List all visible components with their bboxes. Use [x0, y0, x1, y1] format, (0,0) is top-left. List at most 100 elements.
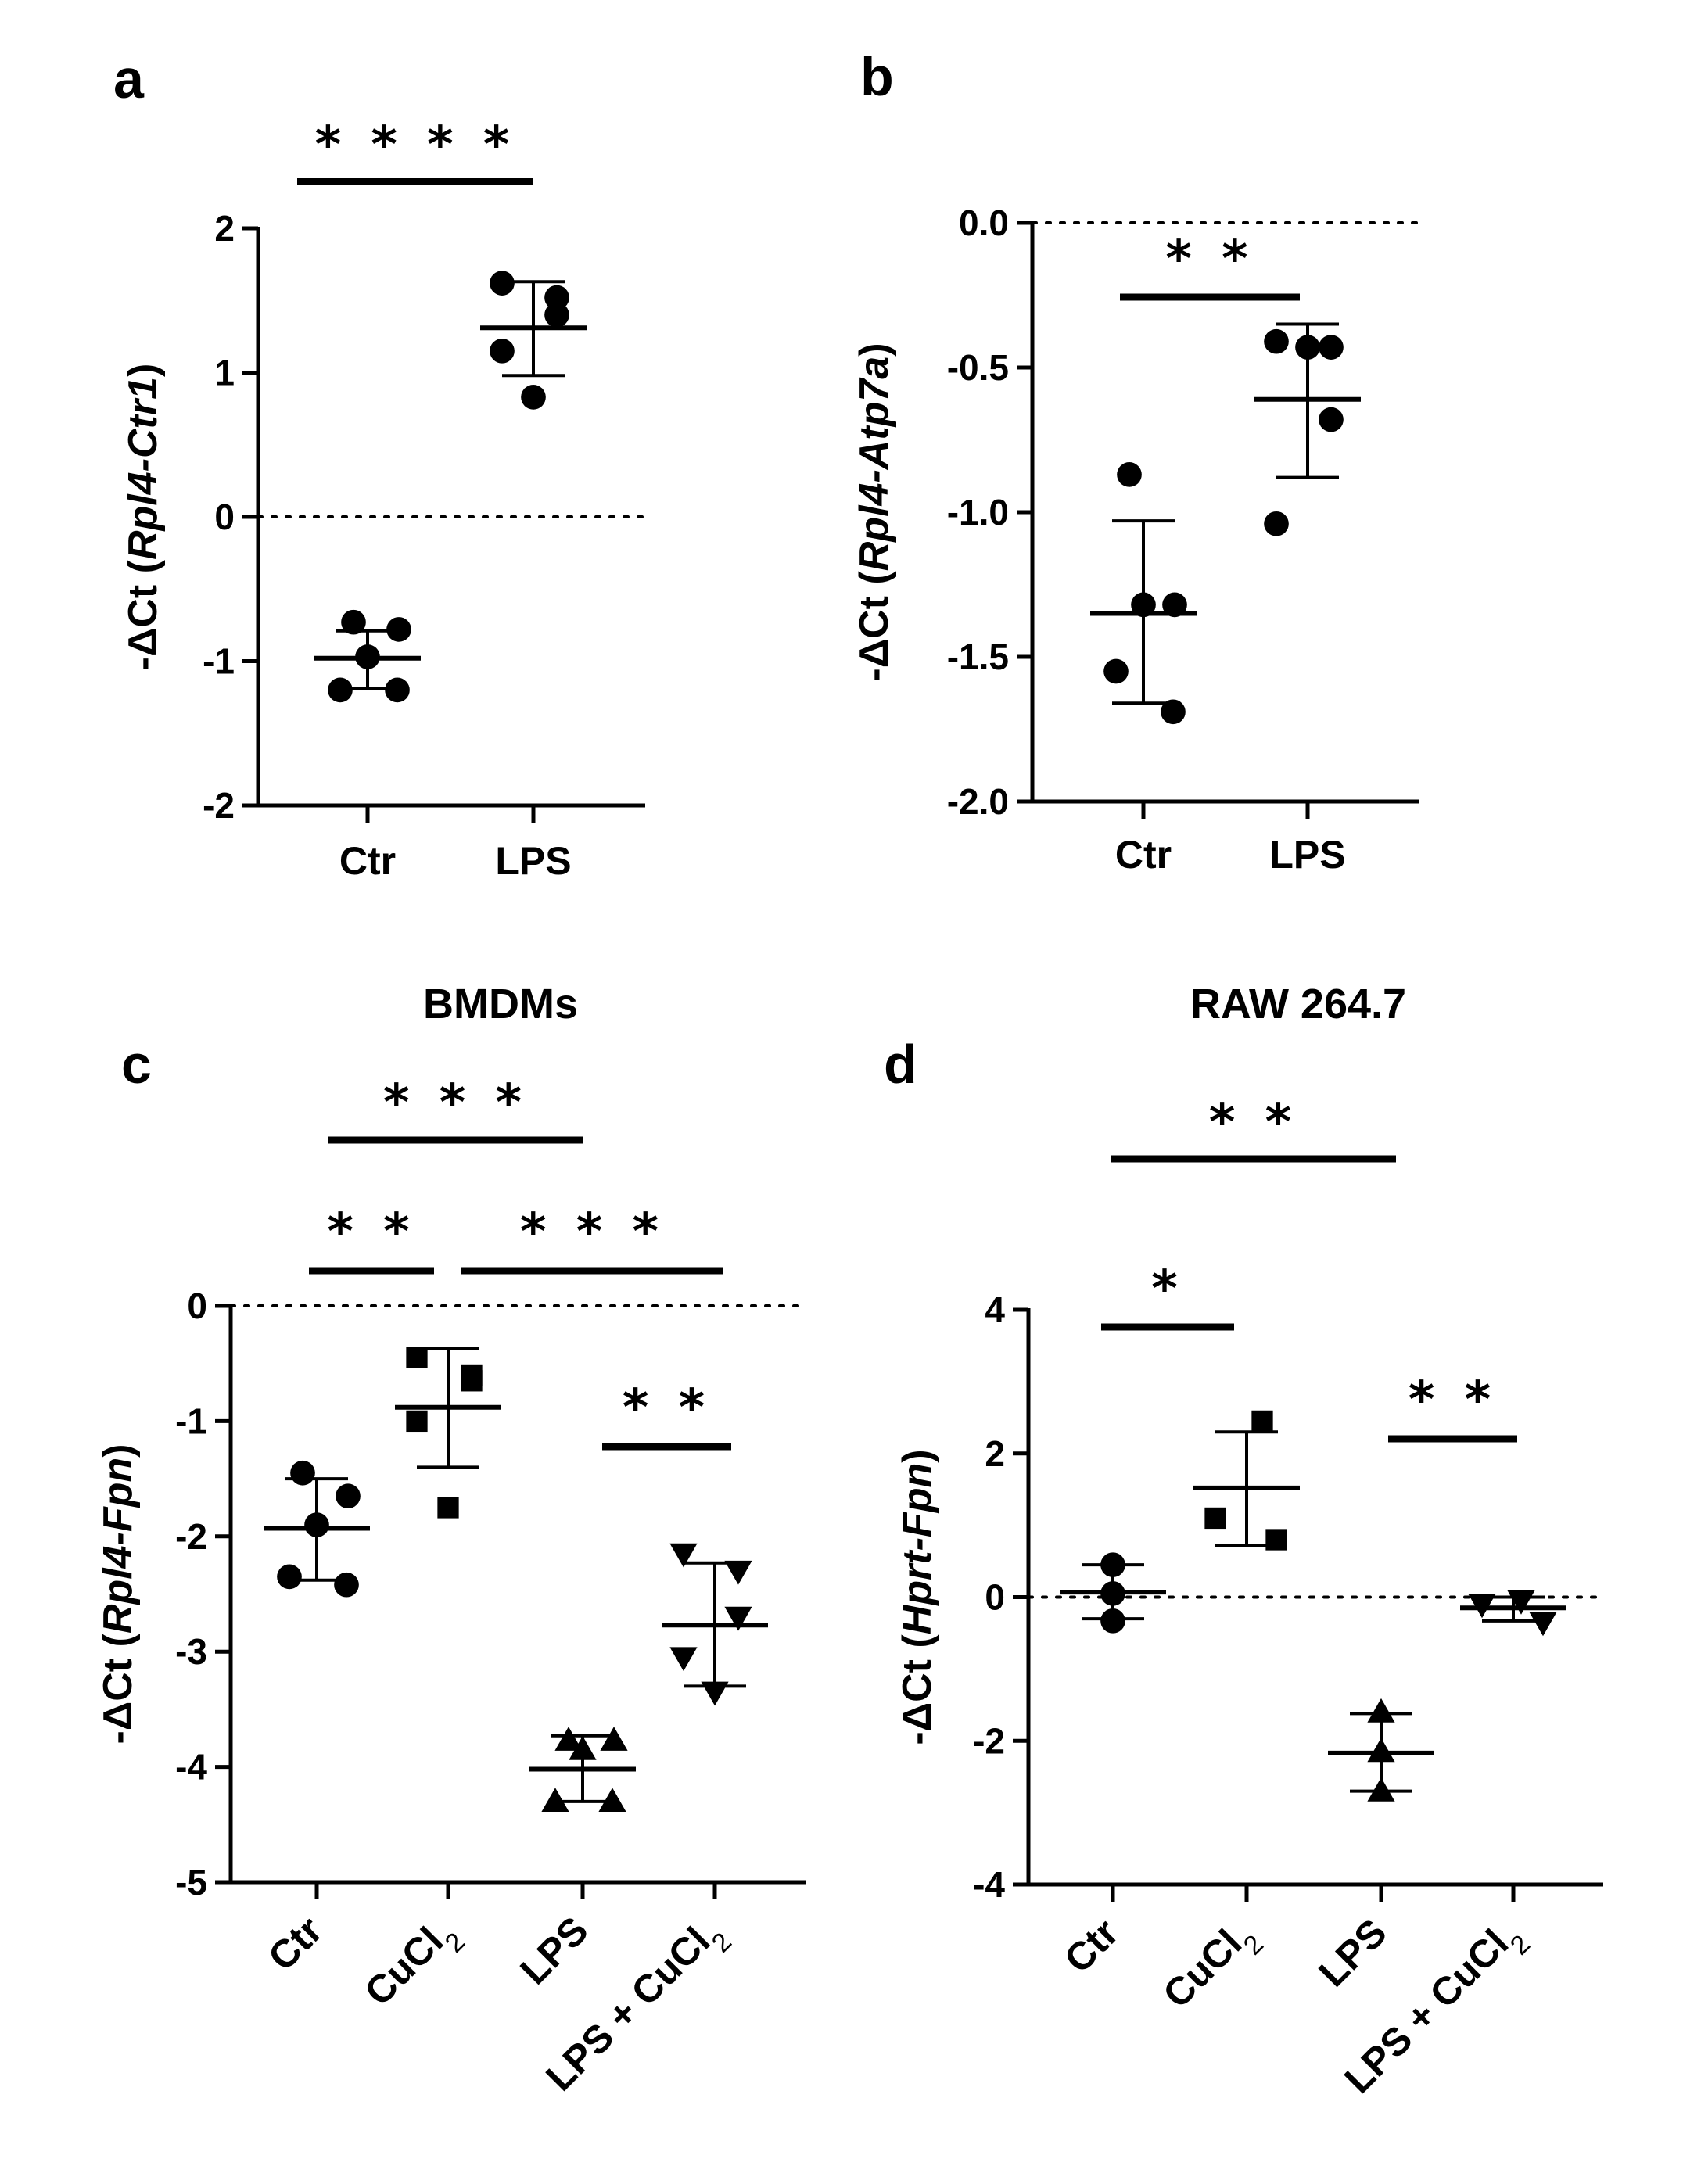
- y-tick-label: -2: [175, 1516, 207, 1557]
- data-point: [554, 1727, 583, 1751]
- group-LPS: [529, 1727, 636, 1813]
- data-point: [1264, 511, 1289, 536]
- y-tick-label: 0: [187, 1286, 207, 1326]
- y-tick-label: -1: [175, 1400, 207, 1441]
- data-point: [406, 1410, 428, 1433]
- x-category-label: LPS: [511, 1908, 596, 1992]
- x-category-label: LPS: [495, 839, 571, 883]
- x-category-label-text: Ctr: [1056, 1910, 1127, 1981]
- data-point: [406, 1347, 428, 1368]
- data-point: [334, 1572, 359, 1598]
- data-point: [437, 1497, 459, 1519]
- x-category-label-text: CuCl: [356, 1919, 451, 2014]
- data-point: [304, 1512, 329, 1537]
- data-point: [544, 302, 569, 328]
- group-Ctr: [1060, 1552, 1166, 1634]
- data-point: [1367, 1698, 1395, 1723]
- y-axis-label-prefix: -ΔCt (: [852, 571, 897, 682]
- data-point: [669, 1647, 698, 1672]
- panel-label: d: [884, 1034, 917, 1095]
- y-tick-label: 4: [985, 1289, 1005, 1330]
- y-tick-label: 0: [214, 497, 235, 537]
- x-category-label: Ctr: [1056, 1910, 1127, 1981]
- panel-label: c: [121, 1034, 152, 1095]
- data-point: [1100, 1552, 1125, 1577]
- x-category-label-text: LPS: [1269, 833, 1345, 877]
- significance-label: * *: [327, 1203, 415, 1261]
- y-tick-label: -2: [203, 785, 235, 826]
- y-tick-label: -2.0: [947, 781, 1009, 822]
- y-tick-label: -1: [203, 641, 235, 682]
- group-CuCl2: [395, 1347, 501, 1519]
- y-axis-label-gene: Rpl4-Atp7a: [852, 357, 897, 571]
- significance-label: * *: [1409, 1372, 1497, 1429]
- data-point: [290, 1460, 315, 1486]
- data-point: [598, 1788, 626, 1813]
- y-axis-label-suffix: ): [120, 364, 166, 377]
- data-point: [490, 271, 515, 296]
- y-tick-label: 0.0: [959, 203, 1009, 243]
- significance-label: * * * *: [315, 117, 516, 174]
- x-category-label: LPS: [1269, 833, 1345, 877]
- y-axis-label: -ΔCt (Rpl4-Atp7a): [852, 342, 897, 681]
- y-axis-label-prefix: -ΔCt (: [895, 1634, 940, 1745]
- data-point: [355, 644, 380, 669]
- data-point: [1100, 1608, 1125, 1634]
- panel-title: BMDMs: [423, 981, 578, 1027]
- data-point: [1319, 335, 1344, 360]
- data-point: [1131, 592, 1156, 618]
- data-point: [1319, 407, 1344, 432]
- data-point: [1529, 1612, 1557, 1637]
- significance-label: *: [1151, 1261, 1183, 1318]
- data-point: [385, 677, 410, 703]
- y-tick-label: -4: [973, 1864, 1005, 1905]
- panel-label: b: [860, 46, 894, 107]
- data-point: [1367, 1738, 1395, 1763]
- data-point: [669, 1543, 698, 1568]
- significance-label: * *: [1165, 231, 1254, 289]
- x-category-label: CuCl2: [356, 1908, 471, 2023]
- x-category-label-text: Ctr: [339, 839, 396, 883]
- panel-c: c BMDMs -5 -4 -3 -2 -1 0 -ΔCt (Rpl4-Fpn) Ctr CuCl2…: [95, 981, 807, 2100]
- y-axis-label: -ΔCt (Rpl4-Ctr1): [120, 364, 166, 671]
- data-point: [1295, 335, 1320, 360]
- y-axis-label-gene: Rpl4-Ctr1: [120, 377, 166, 560]
- y-tick-label: -3: [175, 1631, 207, 1672]
- group-LPS: [1254, 322, 1361, 536]
- y-tick-label: -1.5: [947, 637, 1009, 677]
- data-point: [277, 1564, 302, 1590]
- group-Ctr: [264, 1460, 370, 1598]
- data-point: [1265, 1529, 1287, 1551]
- x-category-label-text: Ctr: [1115, 833, 1172, 877]
- x-category-label: Ctr: [1115, 833, 1172, 877]
- data-point: [724, 1560, 752, 1585]
- x-category-label-text: Ctr: [260, 1908, 331, 1979]
- group-Ctr: [1090, 462, 1197, 725]
- data-point: [1100, 1581, 1125, 1606]
- y-tick-label: 2: [214, 208, 235, 249]
- y-axis-label-gene: Rpl4-Fpn: [95, 1458, 141, 1634]
- x-category-label-text: CuCl: [1154, 1921, 1250, 2017]
- group-LPS + CuCl2: [662, 1543, 768, 1706]
- y-tick-label: 1: [214, 353, 235, 393]
- x-category-label: Ctr: [339, 839, 396, 883]
- group-Ctr: [314, 609, 421, 703]
- y-axis-label-suffix: ): [95, 1444, 141, 1458]
- group-CuCl2: [1193, 1410, 1300, 1551]
- significance-label: * * *: [383, 1074, 528, 1132]
- data-point: [1468, 1594, 1496, 1619]
- data-point: [701, 1681, 729, 1706]
- group-LPS: [480, 271, 587, 410]
- y-axis-label: -ΔCt (Rpl4-Fpn): [95, 1444, 141, 1745]
- data-point: [1204, 1507, 1226, 1530]
- y-axis-label-suffix: ): [895, 1449, 940, 1462]
- x-category-label: LPS: [1310, 1910, 1394, 1995]
- panel-d: d RAW 264.7 -4 -2 0 2 4 -ΔCt (Hprt-Fpn) Ctr CuCl2…: [884, 981, 1605, 2102]
- data-point: [1161, 699, 1186, 725]
- data-point: [328, 677, 353, 703]
- data-point: [724, 1606, 752, 1631]
- group-LPS: [1328, 1698, 1434, 1802]
- x-category-label: Ctr: [260, 1908, 331, 1979]
- y-tick-label: -2: [973, 1720, 1005, 1761]
